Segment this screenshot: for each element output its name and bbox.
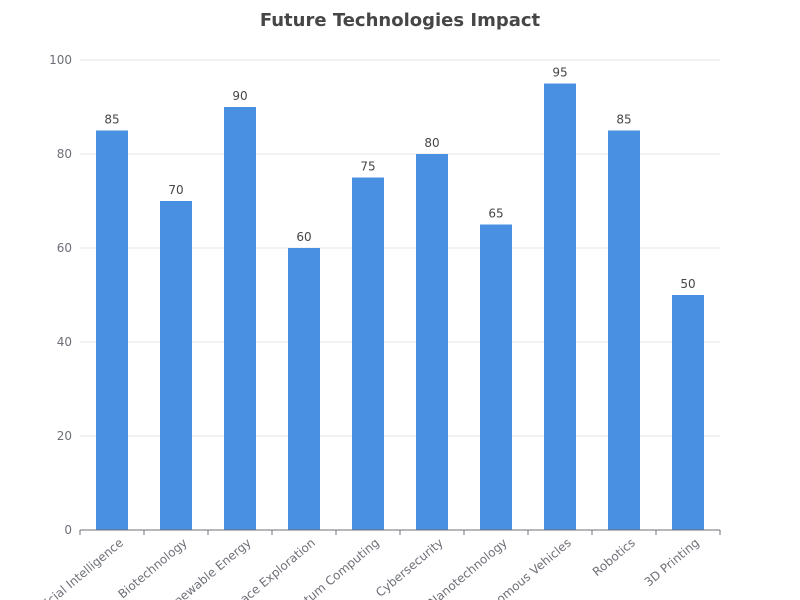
data-label: 90 [232,89,247,103]
y-tick-label: 60 [57,241,72,255]
data-label: 65 [488,207,503,221]
x-category-label: Quantum Computing [277,536,382,600]
x-category-label: Artificial Intelligence [23,536,126,600]
x-category-label: 3D Printing [642,536,702,590]
bar [352,177,384,530]
y-tick-label: 40 [57,335,72,349]
bar [672,295,704,530]
x-category-label: Robotics [590,536,638,580]
data-label: 95 [552,66,567,80]
bar [608,130,640,530]
data-label: 80 [424,136,439,150]
bar [224,107,256,530]
bar [480,224,512,530]
bar [96,130,128,530]
chart-title: Future Technologies Impact [259,10,541,31]
bar [544,83,576,530]
data-label: 85 [616,113,631,127]
bar [160,201,192,530]
bar [288,248,320,530]
bar [416,154,448,530]
data-label: 50 [680,277,695,291]
y-tick-label: 20 [57,429,72,443]
data-label: 75 [360,160,375,174]
y-tick-label: 0 [64,523,72,537]
data-label: 60 [296,230,311,244]
data-label: 70 [168,183,183,197]
y-tick-label: 100 [49,53,72,67]
axis-layer [79,529,721,535]
data-label: 85 [104,113,119,127]
y-tick-label: 80 [57,147,72,161]
bar-layer [96,83,704,530]
